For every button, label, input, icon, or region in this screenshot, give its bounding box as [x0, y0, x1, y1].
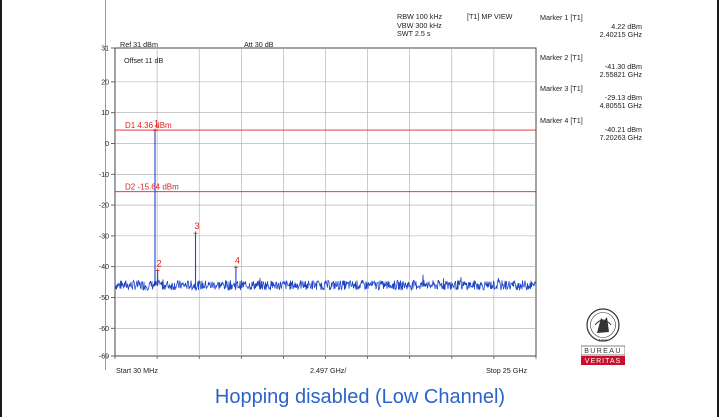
- marker-readout-4: Marker 4 [T1] -40.21 dBm 7.20263 GHz: [540, 116, 642, 143]
- frequency-per-division-label: 2.497 GHz/: [310, 366, 347, 375]
- marker-number-4: 4: [235, 255, 240, 265]
- figure-caption: Hopping disabled (Low Channel): [214, 386, 506, 408]
- marker-frequency: 4.80551 GHz: [599, 101, 642, 111]
- marker-level: -40.21 dBm: [604, 124, 642, 134]
- y-tick-label: -40: [99, 264, 109, 271]
- y-tick-label: 0: [105, 141, 109, 148]
- marker-readout-3: Marker 3 [T1] -29.13 dBm 4.80551 GHz: [540, 84, 642, 111]
- display-line-label-1: D1 4.36 dBm: [125, 121, 172, 130]
- logo-line1: BUREAU: [584, 348, 622, 355]
- marker-name: Marker 1 [T1]: [540, 13, 583, 22]
- y-tick-label: -50: [99, 295, 109, 302]
- marker-name: Marker 3 [T1]: [540, 84, 583, 93]
- attenuation-label: Att 30 dB: [244, 40, 274, 49]
- marker-frequency: 7.20263 GHz: [599, 133, 642, 143]
- logo-line2: VERITAS: [585, 358, 621, 365]
- marker-number-1: 1: [154, 118, 159, 128]
- spectrum-trace: [114, 274, 537, 292]
- marker-readout-1: Marker 1 [T1] 4.22 dBm 2.40215 GHz: [540, 13, 642, 40]
- marker-frequency: 2.55821 GHz: [599, 70, 642, 80]
- frame-separator: [105, 0, 106, 370]
- marker-level: -29.13 dBm: [604, 92, 642, 102]
- y-tick-label: -10: [99, 172, 109, 179]
- stop-frequency-label: Stop 25 GHz: [486, 366, 528, 375]
- display-line-label-2: D2 -15.64 dBm: [125, 183, 179, 192]
- y-tick-label: -30: [99, 233, 109, 240]
- start-frequency-label: Start 30 MHz: [116, 366, 158, 375]
- y-tick-label: 10: [101, 110, 109, 117]
- trace-mode-label: [T1] MP VIEW: [467, 12, 513, 21]
- vbw-setting: VBW 300 kHz: [397, 20, 442, 30]
- marker-level: -41.30 dBm: [604, 61, 642, 71]
- y-tick-label: -60: [99, 326, 109, 333]
- marker-frequency: 2.40215 GHz: [599, 30, 642, 40]
- marker-level: 4.22 dBm: [611, 21, 642, 31]
- marker-number-3: 3: [195, 221, 200, 231]
- ref-level-label: Ref 31 dBm: [120, 40, 158, 49]
- marker-readout-2: Marker 2 [T1] -41.30 dBm 2.55821 GHz: [540, 53, 642, 80]
- logo-year: 1828: [599, 338, 609, 343]
- y-tick-label: -69: [99, 354, 109, 361]
- y-tick-label: 31: [101, 46, 109, 53]
- sweep-time-setting: SWT 2.5 s: [397, 29, 431, 38]
- frame-left-border: [0, 0, 2, 417]
- offset-label: Offset 11 dB: [124, 56, 164, 65]
- marker-number-2: 2: [157, 259, 162, 269]
- marker-name: Marker 4 [T1]: [540, 116, 583, 125]
- rbw-setting: RBW 100 kHz: [397, 12, 443, 21]
- y-tick-label: -20: [99, 203, 109, 210]
- y-tick-label: 20: [101, 79, 109, 86]
- marker-name: Marker 2 [T1]: [540, 53, 583, 62]
- bureau-veritas-logo: 1828 BUREAU VERITAS: [580, 307, 626, 367]
- frame-right-border: [717, 0, 719, 417]
